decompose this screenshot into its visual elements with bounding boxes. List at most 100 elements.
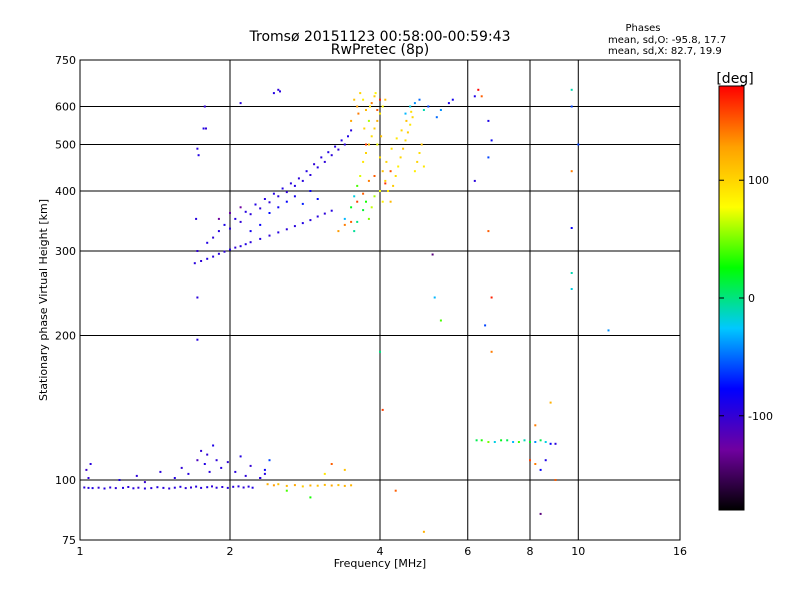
data-point	[439, 319, 442, 322]
data-point	[475, 439, 478, 442]
data-point	[422, 165, 425, 168]
data-point	[390, 147, 393, 150]
data-point	[402, 147, 405, 150]
data-point	[490, 139, 493, 142]
colorbar: [deg] -100 0 100	[716, 71, 773, 511]
data-point	[406, 131, 409, 134]
data-point	[373, 127, 376, 130]
data-point	[266, 483, 269, 486]
data-point	[350, 206, 353, 209]
data-point	[534, 424, 537, 427]
data-point	[400, 129, 403, 132]
x-tick-label: 4	[377, 545, 384, 558]
data-point	[234, 470, 237, 473]
data-point	[217, 252, 220, 255]
x-tick-label: 6	[464, 545, 471, 558]
data-point	[381, 200, 384, 203]
data-point	[357, 112, 360, 115]
data-point	[196, 338, 199, 341]
data-point	[539, 468, 542, 471]
data-point	[350, 129, 353, 132]
data-point	[418, 152, 421, 154]
data-point	[206, 257, 209, 260]
colorbar-tick-label: -100	[748, 410, 773, 423]
data-point	[539, 512, 542, 515]
data-point	[242, 486, 245, 489]
data-point	[490, 296, 493, 299]
data-point	[330, 463, 333, 465]
data-point	[263, 198, 266, 200]
data-point	[365, 143, 367, 146]
data-point	[132, 487, 135, 490]
data-point	[272, 92, 275, 95]
data-point	[392, 184, 395, 187]
data-point	[206, 241, 209, 244]
data-point	[156, 486, 159, 489]
data-point	[343, 143, 346, 146]
data-point	[277, 483, 280, 486]
data-point	[365, 200, 367, 203]
y-tick-label: 400	[55, 185, 76, 198]
data-point	[159, 470, 162, 473]
data-point	[211, 485, 213, 488]
data-point	[381, 105, 384, 108]
data-point	[539, 439, 542, 442]
data-point	[247, 485, 250, 488]
chart-subtitle: RwPretec (8p)	[331, 42, 429, 58]
data-point	[493, 441, 496, 443]
data-point	[263, 468, 266, 471]
data-point	[220, 466, 223, 469]
data-point	[208, 470, 211, 473]
data-point	[534, 441, 537, 443]
data-point	[343, 484, 346, 487]
x-tick-label: 1	[77, 545, 84, 558]
data-point	[363, 127, 366, 130]
data-point	[180, 466, 183, 469]
data-point	[254, 203, 257, 206]
y-axis-label: Stationary phase Virtual Height [km]	[37, 199, 50, 401]
data-point	[490, 350, 493, 353]
x-tick-label: 2	[227, 545, 234, 558]
colorbar-tick-label: 0	[748, 292, 755, 305]
data-point	[285, 191, 288, 194]
data-point	[187, 472, 190, 475]
data-point	[379, 112, 381, 115]
data-point	[506, 439, 509, 442]
data-point	[179, 485, 182, 488]
data-point	[85, 468, 88, 471]
data-point	[232, 485, 235, 488]
data-point	[370, 102, 373, 105]
data-point	[473, 95, 476, 98]
data-point	[343, 468, 346, 471]
plot-area: 1 2 4 6 8 10 16 75 100 200 300 400 500 600 750	[55, 54, 687, 558]
data-point	[394, 175, 397, 177]
data-point	[316, 198, 319, 200]
y-tick-label: 75	[62, 534, 76, 547]
data-point	[289, 182, 292, 185]
data-point	[422, 530, 425, 533]
data-point	[173, 486, 176, 489]
data-point	[409, 123, 412, 126]
data-point	[570, 288, 573, 290]
data-point	[384, 98, 387, 101]
data-point	[223, 250, 226, 253]
data-point	[418, 98, 421, 101]
data-point	[607, 329, 610, 332]
phase-stats-heading: Phases	[625, 23, 660, 34]
data-point	[279, 90, 281, 93]
data-point	[103, 487, 106, 490]
data-point	[316, 166, 319, 169]
data-point	[87, 477, 90, 479]
data-point	[195, 217, 198, 220]
data-point	[229, 227, 231, 230]
data-point	[350, 220, 353, 223]
phase-stats-x: mean, sd,X: 82.7, 19.9	[608, 46, 722, 57]
data-point	[285, 200, 288, 203]
colorbar-tick-label: 100	[748, 174, 769, 187]
data-point	[347, 135, 349, 138]
data-point	[259, 237, 262, 240]
data-point	[384, 179, 387, 182]
data-point	[480, 95, 483, 98]
data-point	[244, 474, 247, 477]
data-point	[577, 143, 580, 146]
